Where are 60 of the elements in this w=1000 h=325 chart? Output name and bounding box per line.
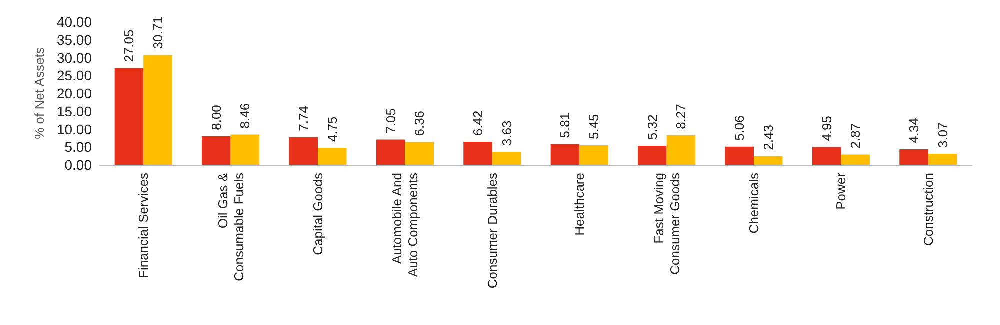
bar xyxy=(666,135,696,165)
data-label: 30.71 xyxy=(150,16,166,50)
data-label: 8.27 xyxy=(674,104,689,130)
data-label: 27.05 xyxy=(122,30,137,62)
x-tick-label: Capital Goods xyxy=(310,172,326,256)
bar xyxy=(144,55,172,165)
bar xyxy=(812,147,842,165)
data-label: 4.75 xyxy=(324,116,340,142)
y-tick-label: 20.00 xyxy=(56,86,92,102)
data-label: 6.42 xyxy=(470,110,486,136)
x-tick-label: Construction xyxy=(920,173,936,246)
bar xyxy=(638,146,667,165)
y-tick-label: 30.00 xyxy=(56,50,92,66)
bar xyxy=(230,134,260,165)
y-axis-title: % of Net Assets xyxy=(32,47,48,140)
data-label: 4.95 xyxy=(819,116,834,142)
bar xyxy=(289,137,318,165)
data-label: 8.00 xyxy=(208,105,224,130)
data-label: 5.45 xyxy=(586,114,602,140)
x-tick-label: Power xyxy=(834,172,849,210)
bar xyxy=(580,146,608,165)
y-tick-label: 0.00 xyxy=(64,157,92,173)
bar xyxy=(318,148,347,165)
data-label: 3.07 xyxy=(935,122,950,148)
x-tick-label: Financial Services xyxy=(136,172,152,278)
y-tick-label: 15.00 xyxy=(56,103,92,120)
y-tick-label: 25.00 xyxy=(56,68,92,84)
y-tick-label: 40.00 xyxy=(56,14,92,30)
y-tick-label: 5.00 xyxy=(64,139,92,156)
bar xyxy=(928,154,958,165)
data-label: 5.81 xyxy=(558,112,573,138)
bar xyxy=(754,156,783,165)
x-tick-label: Fast Moving Consumer Goods xyxy=(651,172,682,275)
bar xyxy=(841,154,870,165)
data-label: 8.46 xyxy=(238,103,253,129)
data-label: 2.87 xyxy=(848,123,864,149)
bar xyxy=(114,68,144,165)
bar xyxy=(900,149,928,165)
x-tick-label: Healthcare xyxy=(572,173,588,236)
data-label: 6.36 xyxy=(412,110,428,136)
data-label: 5.06 xyxy=(732,116,748,141)
y-tick-label: 35.00 xyxy=(56,32,92,48)
bar xyxy=(376,140,406,165)
bar xyxy=(550,144,580,165)
bar xyxy=(492,152,522,165)
data-label: 4.34 xyxy=(906,118,922,144)
x-tick-label: Consumer Durables xyxy=(484,172,500,289)
data-label: 7.05 xyxy=(383,108,398,134)
bar xyxy=(202,136,231,165)
x-tick-label: Automobile And Auto Components xyxy=(390,172,421,278)
bar xyxy=(725,146,754,165)
x-tick-label: Chemicals xyxy=(746,172,762,234)
data-label: 7.74 xyxy=(296,106,312,132)
data-label: 3.63 xyxy=(499,120,514,146)
x-tick-label: Oil Gas & Consumable Fuels xyxy=(215,172,246,282)
bar xyxy=(405,142,434,165)
bar xyxy=(464,142,492,165)
y-tick-label: 10.00 xyxy=(56,121,92,138)
data-label: 5.32 xyxy=(644,114,660,140)
data-label: 2.43 xyxy=(760,125,776,150)
